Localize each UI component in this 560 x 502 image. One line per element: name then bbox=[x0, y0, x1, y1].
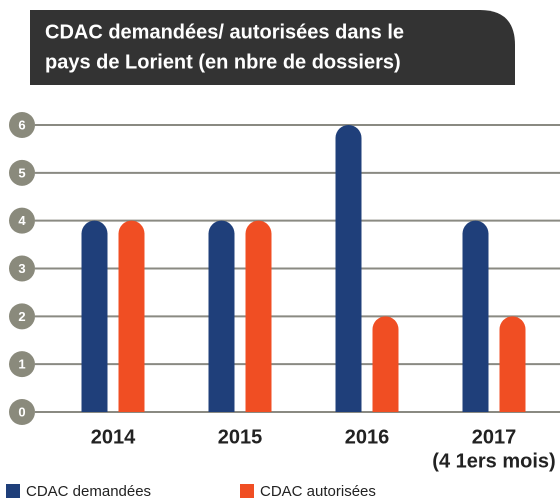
y-tick-label: 1 bbox=[18, 357, 25, 372]
y-tick-badge bbox=[9, 351, 35, 378]
chart-title: CDAC demandées/ autorisées dans le bbox=[45, 21, 404, 43]
bar bbox=[81, 220, 108, 412]
legend-swatch bbox=[240, 484, 254, 498]
x-tick-label: 2017 bbox=[472, 426, 517, 448]
bar bbox=[245, 220, 272, 412]
y-tick-badge bbox=[9, 112, 35, 138]
y-tick-label: 6 bbox=[18, 117, 25, 132]
y-tick-badge bbox=[9, 255, 35, 282]
bar bbox=[372, 316, 399, 412]
y-tick-label: 0 bbox=[18, 404, 25, 419]
legend-label: CDAC autorisées bbox=[260, 483, 376, 500]
y-tick-label: 3 bbox=[18, 261, 25, 276]
bar bbox=[499, 316, 526, 412]
chart-title: pays de Lorient (en nbre de dossiers) bbox=[45, 51, 401, 73]
legend-label: CDAC demandées bbox=[26, 483, 151, 500]
y-tick-badge bbox=[9, 207, 35, 234]
x-tick-label: 2015 bbox=[218, 426, 263, 448]
x-tick-label: 2016 bbox=[345, 426, 390, 448]
y-tick-badge bbox=[9, 159, 35, 186]
y-tick-label: 2 bbox=[18, 309, 25, 324]
bar bbox=[118, 220, 145, 412]
bar bbox=[462, 220, 489, 412]
title-box bbox=[30, 10, 515, 85]
y-tick-badge bbox=[9, 399, 35, 425]
bar bbox=[335, 125, 362, 413]
y-tick-label: 5 bbox=[18, 165, 25, 180]
y-tick-badge bbox=[9, 303, 35, 330]
annotation: (4 1ers mois) bbox=[432, 450, 555, 472]
legend-swatch bbox=[6, 484, 20, 498]
bar bbox=[208, 220, 235, 412]
x-tick-label: 2014 bbox=[91, 426, 136, 448]
y-tick-label: 4 bbox=[18, 213, 26, 228]
